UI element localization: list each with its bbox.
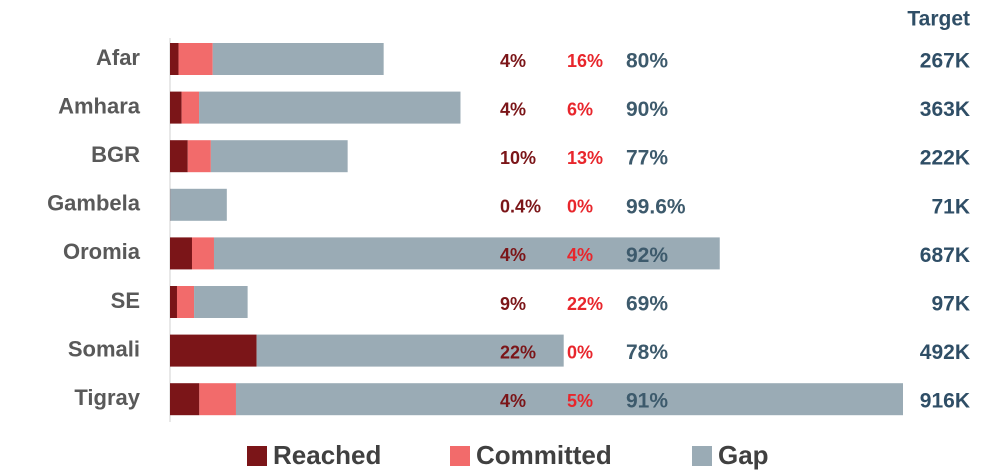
category-label: Gambela (47, 191, 141, 216)
value-label: 0% (567, 342, 593, 362)
bar-segment (256, 334, 564, 367)
category-label: SE (111, 288, 140, 313)
value-label: 4% (500, 391, 526, 411)
target-label: 222K (920, 147, 970, 170)
category-label: Amhara (58, 93, 141, 118)
value-label: 99.6% (626, 195, 686, 218)
target-label: 267K (920, 50, 970, 73)
bar-segment (170, 188, 227, 221)
bar-segment (194, 286, 248, 318)
bar-segment (178, 43, 213, 75)
bar-segment (170, 334, 257, 367)
target-label: 97K (931, 293, 970, 316)
bar-segment (181, 91, 200, 124)
value-label: 16% (567, 51, 603, 71)
category-label: BGR (91, 142, 140, 167)
bar-segment (170, 140, 188, 173)
value-label: 4% (567, 245, 593, 265)
legend-label: Committed (476, 440, 612, 470)
target-label: 916K (920, 390, 970, 413)
value-label: 0.4% (500, 197, 541, 217)
legend-label: Gap (718, 440, 769, 470)
target-title: Target (907, 8, 970, 31)
bar-segment (235, 383, 904, 416)
value-label: 4% (500, 245, 526, 265)
category-label: Somali (68, 336, 140, 361)
value-label: 0% (567, 197, 593, 217)
value-label: 78% (626, 341, 668, 364)
value-label: 69% (626, 293, 668, 316)
bar-segment (210, 140, 348, 173)
bar-segment (170, 91, 182, 124)
bar-segment (187, 140, 211, 173)
value-label: 10% (500, 148, 536, 168)
target-label: 363K (920, 98, 970, 121)
value-label: 4% (500, 99, 526, 119)
value-label: 4% (500, 51, 526, 71)
bar-segment (199, 91, 461, 124)
value-label: 91% (626, 390, 668, 413)
bar-segment (212, 43, 384, 75)
value-label: 9% (500, 294, 526, 314)
value-label: 80% (626, 50, 668, 73)
target-label: 71K (931, 195, 970, 218)
legend-swatch (692, 446, 712, 466)
value-label: 77% (626, 147, 668, 170)
bar-segment (191, 237, 214, 270)
bar-segment (213, 237, 720, 270)
category-label: Tigray (74, 385, 140, 410)
bar-segment (170, 43, 179, 75)
bar-segment (170, 383, 200, 416)
legend-label: Reached (273, 440, 381, 470)
legend-swatch (450, 446, 470, 466)
category-label: Afar (96, 45, 140, 70)
category-label: Oromia (63, 239, 141, 264)
value-label: 22% (500, 342, 536, 362)
value-label: 5% (567, 391, 593, 411)
value-label: 92% (626, 244, 668, 267)
bar-segment (170, 286, 177, 318)
value-label: 13% (567, 148, 603, 168)
target-label: 687K (920, 244, 970, 267)
value-label: 22% (567, 294, 603, 314)
legend-swatch (247, 446, 267, 466)
bar-segment (170, 237, 192, 270)
bar-segment (199, 383, 236, 416)
bar-segment (176, 286, 195, 318)
value-label: 90% (626, 98, 668, 121)
value-label: 6% (567, 99, 593, 119)
target-label: 492K (920, 341, 970, 364)
